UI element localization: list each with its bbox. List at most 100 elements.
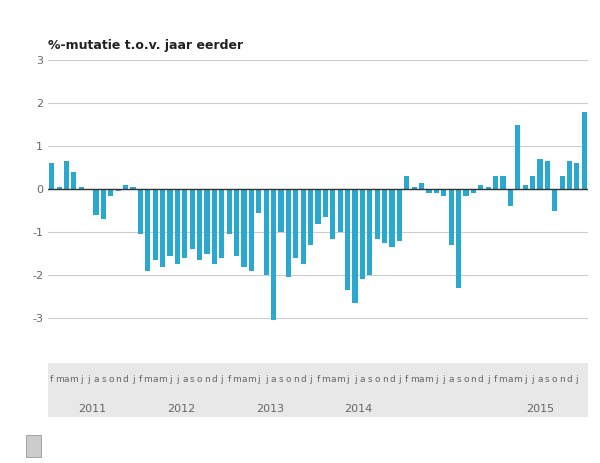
Bar xyxy=(301,189,306,264)
Text: n: n xyxy=(382,375,388,384)
Bar xyxy=(271,189,276,320)
Text: j: j xyxy=(176,375,179,384)
Bar xyxy=(352,189,358,303)
Bar xyxy=(493,176,498,189)
Bar xyxy=(205,189,209,254)
Text: j: j xyxy=(309,375,312,384)
Text: d: d xyxy=(566,375,572,384)
Bar xyxy=(485,187,491,189)
Text: a: a xyxy=(359,375,365,384)
Bar xyxy=(323,189,328,217)
Bar xyxy=(71,172,76,189)
Bar xyxy=(449,189,454,245)
Text: m: m xyxy=(232,375,241,384)
Bar xyxy=(308,189,313,245)
Text: f: f xyxy=(316,375,320,384)
Text: n: n xyxy=(115,375,121,384)
Text: j: j xyxy=(346,375,349,384)
Text: n: n xyxy=(204,375,210,384)
Text: j: j xyxy=(442,375,445,384)
Bar xyxy=(382,189,387,243)
FancyBboxPatch shape xyxy=(26,435,41,457)
Bar xyxy=(374,189,380,238)
Text: o: o xyxy=(108,375,113,384)
Bar xyxy=(404,176,409,189)
Text: a: a xyxy=(330,375,335,384)
Bar xyxy=(330,189,335,238)
Text: a: a xyxy=(64,375,69,384)
Bar xyxy=(412,187,417,189)
Bar xyxy=(145,189,151,271)
Text: d: d xyxy=(389,375,395,384)
Text: s: s xyxy=(545,375,550,384)
Bar xyxy=(434,189,439,194)
Bar xyxy=(515,125,520,189)
Text: n: n xyxy=(559,375,565,384)
Text: 2013: 2013 xyxy=(256,404,284,414)
Text: m: m xyxy=(425,375,433,384)
Text: s: s xyxy=(101,375,106,384)
Bar xyxy=(138,189,143,234)
Text: n: n xyxy=(470,375,476,384)
Text: 2011: 2011 xyxy=(79,404,106,414)
Bar xyxy=(456,189,461,288)
Bar xyxy=(286,189,291,277)
Bar xyxy=(234,189,239,256)
Text: m: m xyxy=(158,375,167,384)
Text: f: f xyxy=(50,375,53,384)
Bar xyxy=(227,189,232,234)
Bar xyxy=(478,185,484,189)
Bar xyxy=(574,163,580,189)
Bar xyxy=(538,159,542,189)
Bar xyxy=(123,185,128,189)
Text: m: m xyxy=(514,375,522,384)
Bar xyxy=(101,189,106,219)
Bar xyxy=(182,189,187,258)
Text: j: j xyxy=(169,375,172,384)
Bar xyxy=(167,189,173,256)
Bar xyxy=(293,189,298,258)
Text: j: j xyxy=(132,375,134,384)
Text: j: j xyxy=(353,375,356,384)
Text: n: n xyxy=(293,375,299,384)
Text: j: j xyxy=(257,375,260,384)
Bar xyxy=(523,185,528,189)
Text: a: a xyxy=(241,375,247,384)
Text: j: j xyxy=(524,375,526,384)
Bar xyxy=(338,189,343,232)
Bar xyxy=(530,176,535,189)
Bar xyxy=(79,187,84,189)
Text: o: o xyxy=(374,375,380,384)
Text: a: a xyxy=(448,375,454,384)
Bar xyxy=(94,189,98,215)
Text: a: a xyxy=(419,375,424,384)
Text: s: s xyxy=(190,375,194,384)
Bar xyxy=(545,161,550,189)
Bar xyxy=(160,189,165,267)
Text: j: j xyxy=(80,375,83,384)
Text: a: a xyxy=(537,375,542,384)
Bar xyxy=(441,189,446,195)
Bar xyxy=(249,189,254,271)
Bar xyxy=(389,189,395,247)
Text: d: d xyxy=(212,375,217,384)
Text: a: a xyxy=(94,375,99,384)
Text: %-mutatie t.o.v. jaar eerder: %-mutatie t.o.v. jaar eerder xyxy=(48,39,243,52)
Text: s: s xyxy=(279,375,283,384)
Text: 2015: 2015 xyxy=(526,404,554,414)
Text: d: d xyxy=(301,375,306,384)
Bar xyxy=(263,189,269,275)
Text: a: a xyxy=(271,375,277,384)
Bar xyxy=(212,189,217,264)
Bar xyxy=(316,189,320,224)
Text: j: j xyxy=(487,375,490,384)
Text: m: m xyxy=(247,375,256,384)
Bar xyxy=(345,189,350,290)
Bar xyxy=(49,163,54,189)
Text: m: m xyxy=(70,375,78,384)
Bar xyxy=(108,189,113,195)
Text: o: o xyxy=(552,375,557,384)
Text: f: f xyxy=(494,375,497,384)
Text: 2014: 2014 xyxy=(344,404,373,414)
Text: j: j xyxy=(88,375,90,384)
